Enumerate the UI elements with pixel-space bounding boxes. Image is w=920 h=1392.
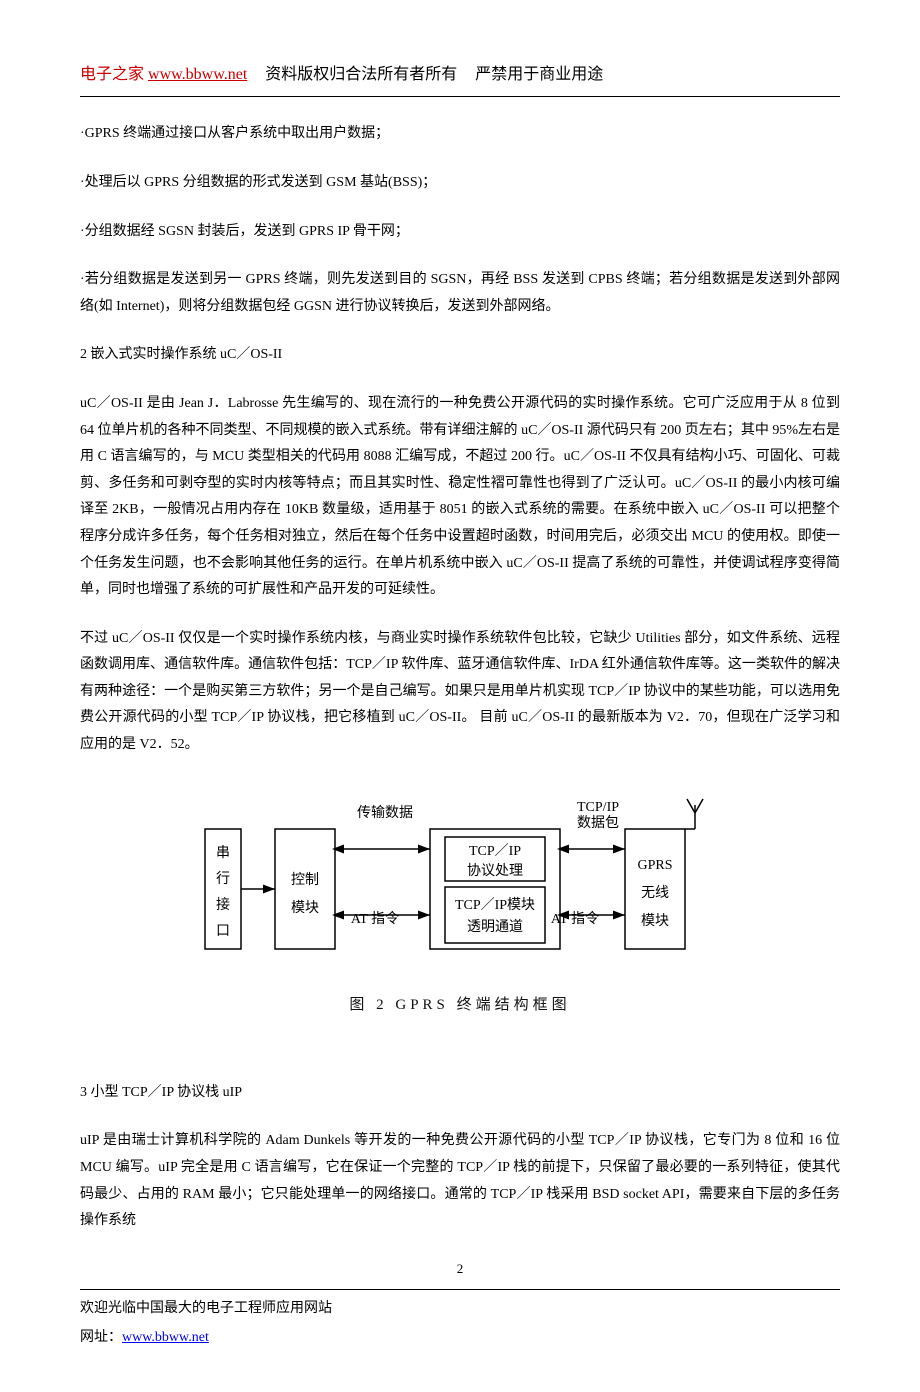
svg-text:模块: 模块 (291, 900, 319, 916)
content-body: ·GPRS 终端通过接口从客户系统中取出用户数据； ·处理后以 GPRS 分组数… (80, 121, 840, 1234)
header-copyright: 资料版权归合法所有者所有 (265, 60, 457, 90)
svg-text:传输数据: 传输数据 (357, 805, 413, 821)
svg-text:GPRS: GPRS (637, 858, 672, 873)
brand-text: 电子之家 (80, 66, 144, 83)
svg-text:AT 指令: AT 指令 (351, 911, 399, 927)
section2-title: 2 嵌入式实时操作系统 uC／OS-II (80, 342, 840, 369)
svg-text:协议处理: 协议处理 (467, 863, 523, 879)
svg-text:TCP／IP模块: TCP／IP模块 (455, 897, 535, 913)
section3-title: 3 小型 TCP／IP 协议栈 uIP (80, 1080, 840, 1107)
section2-p2: 不过 uC／OS-II 仅仅是一个实时操作系统内核，与商业实时操作系统软件包比较… (80, 626, 840, 759)
page-header: 电子之家 www.bbww.net 资料版权归合法所有者所有 严禁用于商业用途 (80, 60, 840, 97)
svg-text:透明通道: 透明通道 (467, 919, 523, 935)
brand-link[interactable]: www.bbww.net (148, 66, 247, 83)
svg-text:TCP／IP: TCP／IP (469, 843, 521, 859)
bullet-3: ·分组数据经 SGSN 封装后，发送到 GPRS IP 骨干网； (80, 219, 840, 246)
header-nocommercial: 严禁用于商业用途 (475, 60, 603, 90)
section3-p1: uIP 是由瑞士计算机科学院的 Adam Dunkels 等开发的一种免费公开源… (80, 1128, 840, 1234)
diagram-caption: 图 2 GPRS 终端结构框图 (80, 991, 840, 1020)
svg-text:TCP/IP: TCP/IP (577, 800, 619, 815)
svg-text:模块: 模块 (641, 913, 669, 929)
section2-p1: uC／OS-II 是由 Jean J．Labrosse 先生编写的、现在流行的一… (80, 391, 840, 604)
bullet-1: ·GPRS 终端通过接口从客户系统中取出用户数据； (80, 121, 840, 148)
page-footer: 欢迎光临中国最大的电子工程师应用网站 网址：www.bbww.net (80, 1289, 840, 1351)
svg-text:口: 口 (216, 924, 230, 939)
footer-welcome: 欢迎光临中国最大的电子工程师应用网站 (80, 1296, 840, 1323)
bullet-4: ·若分组数据是发送到另一 GPRS 终端，则先发送到目的 SGSN，再经 BSS… (80, 267, 840, 320)
svg-text:行: 行 (216, 871, 230, 887)
gprs-structure-diagram: 串行接口 控制模块 TCP／IP 协议处理 TCP／IP模块透明通道 GPRS 无线模块 传输… (195, 789, 725, 969)
svg-text:无线: 无线 (641, 885, 669, 901)
svg-text:控制: 控制 (291, 872, 319, 888)
footer-url-label: 网址： (80, 1330, 122, 1345)
diagram-figure: 串行接口 控制模块 TCP／IP 协议处理 TCP／IP模块透明通道 GPRS 无线模块 传输… (80, 789, 840, 1020)
footer-url-link[interactable]: www.bbww.net (122, 1330, 209, 1345)
bullet-2: ·处理后以 GPRS 分组数据的形式发送到 GSM 基站(BSS)； (80, 170, 840, 197)
page-number: 2 (80, 1257, 840, 1282)
svg-text:数据包: 数据包 (577, 815, 619, 831)
svg-text:接: 接 (216, 896, 230, 913)
svg-text:AT 指令: AT 指令 (551, 911, 599, 927)
svg-text:串: 串 (216, 845, 230, 861)
